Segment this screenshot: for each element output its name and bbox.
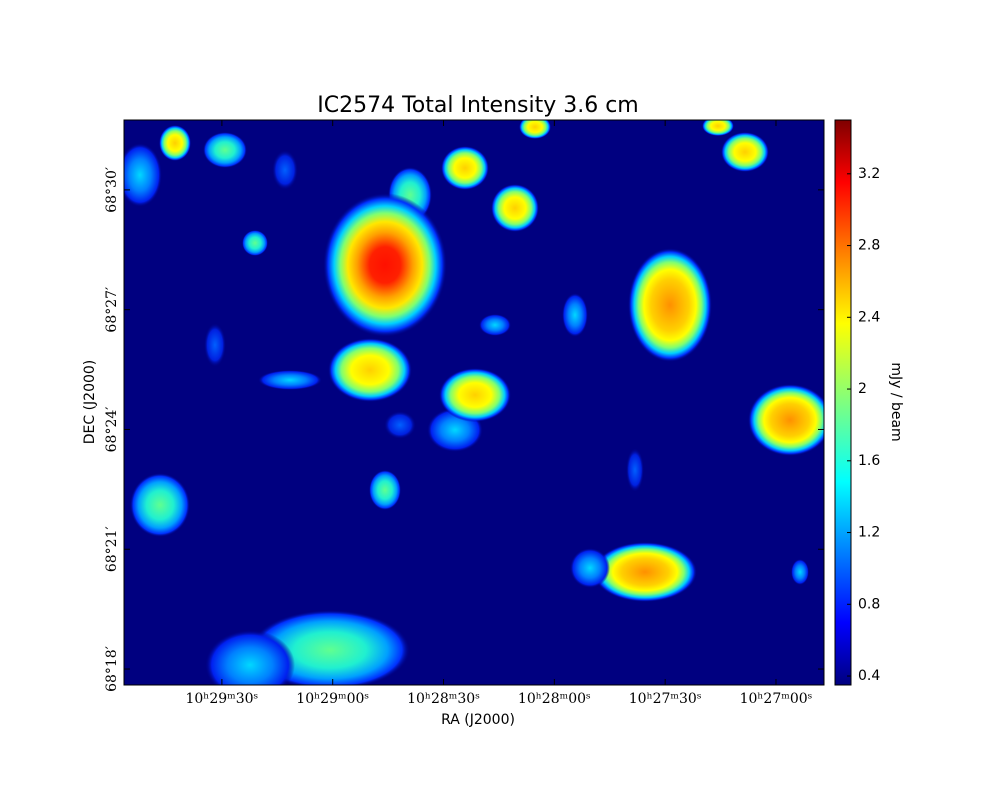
- colorbar-tick-label: 2.4: [858, 309, 880, 325]
- colorbar-tick-label: 1.6: [858, 453, 880, 469]
- y-tick-label: 68°21′: [104, 526, 120, 572]
- colorbar-tick-label: 0.8: [858, 596, 880, 612]
- x-tick-label: 10ʰ29ᵐ00ˢ: [296, 691, 369, 707]
- colorbar-tick-label: 2: [858, 381, 867, 397]
- colorbar: [834, 119, 852, 686]
- chart-title: IC2574 Total Intensity 3.6 cm: [317, 93, 638, 118]
- x-tick-label: 10ʰ28ᵐ30ˢ: [407, 691, 480, 707]
- colorbar-tick-label: 3.2: [858, 166, 880, 182]
- colorbar-tick-label: 2.8: [858, 238, 880, 254]
- y-tick-label: 68°27′: [104, 287, 120, 333]
- colorbar-label: mJy / beam: [888, 362, 904, 441]
- x-tick-label: 10ʰ27ᵐ00ˢ: [740, 691, 813, 707]
- y-tick-label: 68°18′: [104, 646, 120, 692]
- x-tick-label: 10ʰ29ᵐ30ˢ: [185, 691, 258, 707]
- x-tick-label: 10ʰ28ᵐ00ˢ: [518, 691, 591, 707]
- x-tick-label: 10ʰ27ᵐ30ˢ: [629, 691, 702, 707]
- plot-frame: [123, 119, 825, 686]
- colorbar-tick-label: 1.2: [858, 525, 880, 541]
- intensity-image: [124, 120, 824, 685]
- x-axis-label: RA (J2000): [441, 712, 515, 728]
- y-tick-label: 68°30′: [104, 167, 120, 213]
- y-tick-label: 68°24′: [104, 407, 120, 453]
- colorbar-tick-label: 0.4: [858, 668, 880, 684]
- y-axis-label: DEC (J2000): [82, 360, 98, 445]
